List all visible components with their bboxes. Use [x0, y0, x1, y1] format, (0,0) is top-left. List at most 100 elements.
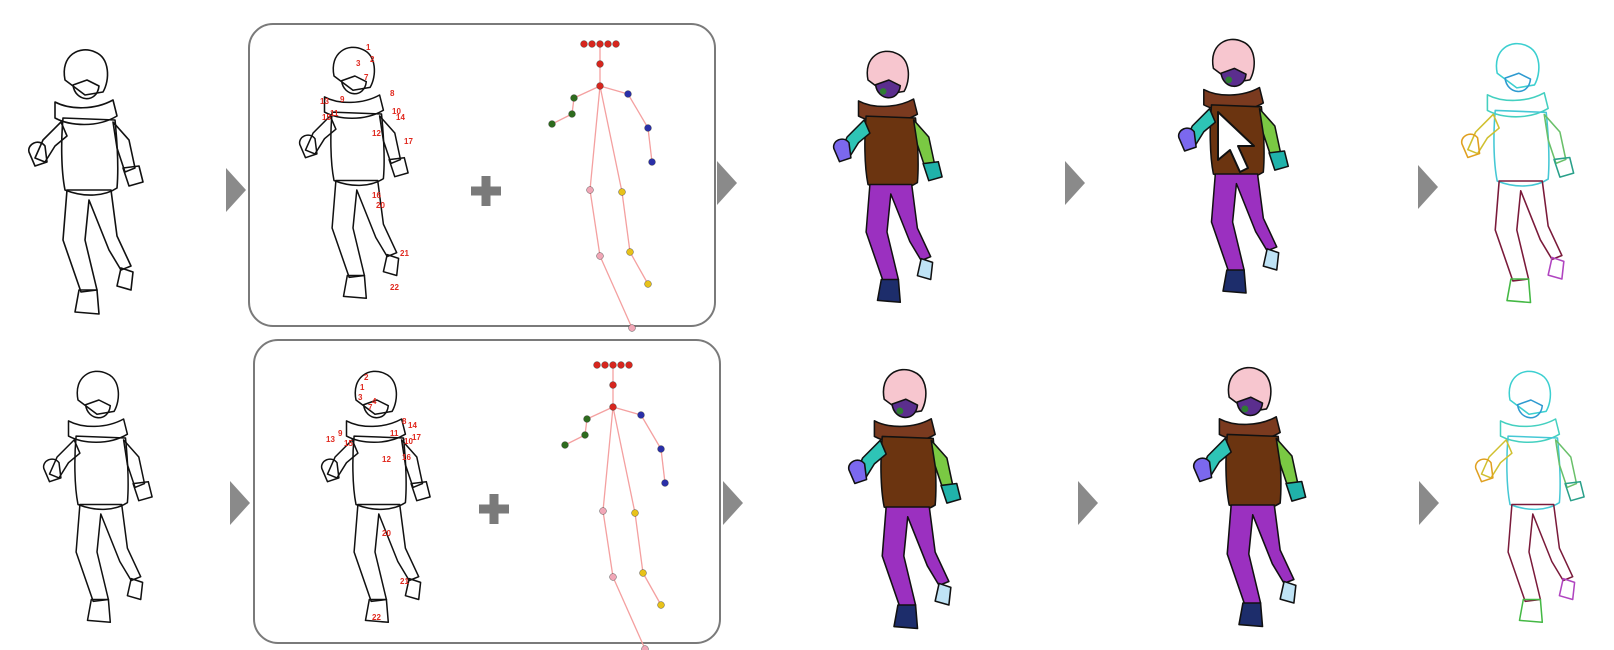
keypoint-number-label: 14: [408, 421, 417, 430]
figure-hand-right: [1564, 480, 1585, 502]
arrow-right-icon: [717, 161, 737, 205]
arrow-right-icon: [1419, 481, 1439, 525]
keypoint-number-label: 21: [400, 249, 409, 258]
figure-hand-right: [388, 156, 409, 178]
keypoint-number-label: 9: [338, 429, 343, 438]
keypoint-panel-row1: [248, 23, 716, 327]
arrow-right-icon: [723, 481, 743, 525]
figure-arm-right: [400, 439, 424, 489]
arrow-right-icon: [1078, 481, 1098, 525]
figure-shirt: [74, 435, 129, 511]
figure-shoe-right: [934, 582, 952, 606]
figure-shoe-right: [116, 267, 134, 291]
keypoint-number-label: 9: [340, 95, 345, 104]
colored-figure-row1: [832, 50, 943, 304]
figure-scarf: [345, 418, 407, 443]
arrow-right-icon: [1065, 161, 1085, 205]
keypoint-number-label: 1: [366, 43, 371, 52]
pose-skeleton-row2: [561, 361, 669, 650]
figure-hand-left: [1474, 458, 1494, 483]
figure-shoe-left: [342, 274, 368, 300]
annotated-figure-row1: [298, 46, 409, 300]
keypoint-number-label: 13: [320, 97, 329, 106]
figure-scarf: [67, 418, 129, 443]
figure-shirt: [864, 115, 919, 191]
figure-pants: [353, 503, 420, 603]
skeleton-keypoint: [561, 441, 569, 449]
eye: [1241, 405, 1249, 413]
figure-shoe-right: [1558, 577, 1576, 601]
skeleton-bone: [599, 85, 629, 95]
figure-shoe-right: [382, 253, 400, 277]
keypoint-number-label: 21: [400, 577, 409, 586]
skeleton-keypoint: [580, 40, 588, 48]
arrow-right-icon: [1418, 165, 1438, 209]
skeleton-keypoint: [596, 252, 604, 260]
figure-face: [72, 79, 100, 100]
figure-arm-right: [378, 115, 402, 165]
colored-figure-edited-row2: [1193, 366, 1307, 628]
skeleton-keypoint: [639, 569, 647, 577]
keypoint-number-label: 3: [356, 59, 361, 68]
figure-shirt: [330, 111, 385, 187]
skeleton-bone: [629, 251, 649, 285]
figure-hand-right: [1285, 480, 1307, 502]
skeleton-keypoint: [593, 361, 601, 369]
keypoint-number-label: 22: [372, 613, 381, 622]
figure-hand-left: [28, 141, 48, 167]
colorline-figure-row1: [1461, 42, 1575, 304]
figure-hand-right: [1268, 150, 1290, 171]
keypoint-number-label: 2: [364, 373, 369, 382]
figure-pants: [331, 179, 398, 279]
keypoint-number-label: 11: [330, 109, 339, 118]
skeleton-keypoint: [657, 445, 665, 453]
plus-bar-v: [481, 176, 491, 206]
skeleton-keypoint: [661, 479, 669, 487]
keypoint-number-label: 16: [372, 191, 381, 200]
figure-shirt: [1506, 435, 1561, 511]
skeleton-bone: [612, 406, 642, 416]
figure-arm-right: [112, 121, 136, 173]
figure-hand-right: [1553, 156, 1575, 178]
figure-hand-right: [940, 482, 962, 504]
keypoint-number-label: 1: [360, 383, 365, 392]
skeleton-keypoint: [637, 411, 645, 419]
figure-shirt: [880, 435, 937, 513]
skeleton-keypoint: [604, 40, 612, 48]
skeleton-keypoint: [612, 40, 620, 48]
annotated-figure-row2: [320, 370, 431, 624]
keypoint-number-label: 20: [382, 529, 391, 538]
figure-arm-right: [122, 439, 146, 489]
figure-scarf: [54, 99, 118, 126]
skeleton-keypoint: [570, 94, 578, 102]
keypoint-number-label: 10: [392, 107, 401, 116]
keypoint-number-label: 15: [322, 113, 331, 122]
skeleton-bone: [564, 434, 586, 446]
keypoint-number-label: 11: [390, 429, 399, 438]
skeleton-bone: [642, 572, 662, 606]
skeleton-keypoint: [586, 186, 594, 194]
skeleton-keypoint: [581, 431, 589, 439]
eye: [1225, 76, 1233, 84]
skeleton-keypoint: [596, 82, 604, 90]
figure-hand-left: [320, 458, 340, 483]
skeleton-keypoint: [568, 110, 576, 118]
skeleton-keypoint: [657, 601, 665, 609]
figure-hand-right: [122, 165, 144, 187]
skeleton-bone: [599, 255, 633, 329]
figure-shoe-left: [1238, 602, 1264, 628]
figure-hand-left: [1193, 457, 1213, 483]
figure-pants: [881, 506, 950, 608]
figure-hand-left: [42, 458, 62, 483]
figure-face: [340, 75, 368, 95]
figure-hand-left: [848, 459, 868, 485]
figure-hand-right: [132, 480, 153, 502]
skeleton-keypoint: [596, 40, 604, 48]
skeleton-keypoint: [588, 40, 596, 48]
keypoint-number-label: 13: [326, 435, 335, 444]
figure-pants: [1226, 504, 1295, 606]
plus-icon: [471, 176, 501, 206]
lineart-figure-row2: [42, 370, 153, 624]
skeleton-keypoint: [644, 280, 652, 288]
